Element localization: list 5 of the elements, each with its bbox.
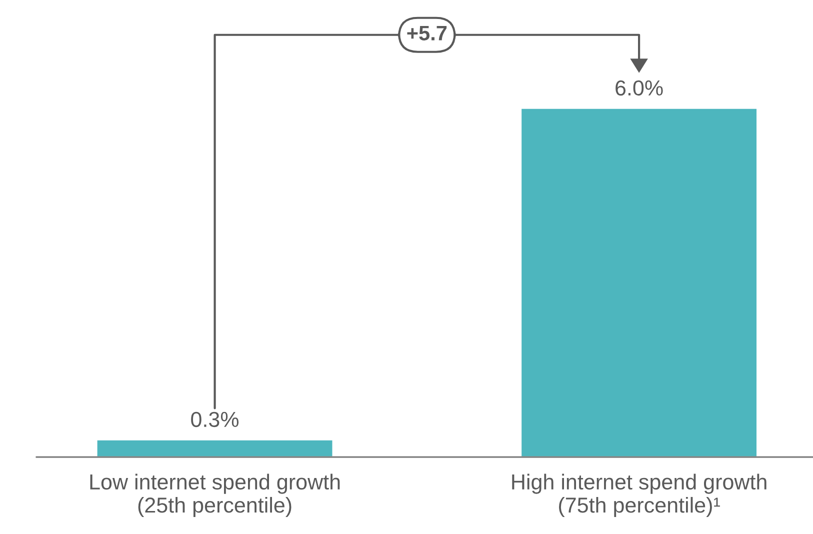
x-tick-label: Low internet spend growth (25th percentile) — [90, 474, 340, 518]
data-label: 6.0% — [616, 80, 663, 96]
text: +5.7 — [407, 26, 447, 40]
data-label: 0.3% — [191, 412, 239, 428]
x-tick-label: High internet spend growth (75th percentile)¹ — [512, 474, 766, 518]
